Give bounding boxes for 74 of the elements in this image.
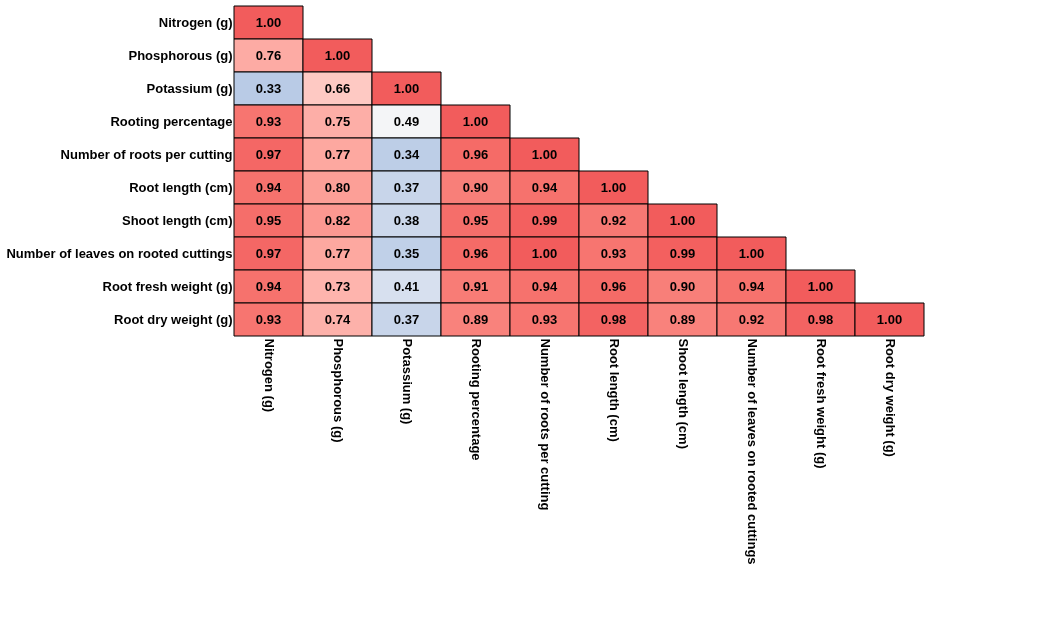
x-tick-label: Shoot length (cm) <box>675 338 691 449</box>
data-label: 0.97 <box>255 245 282 261</box>
x-tick-label: Rooting percentage <box>468 338 484 461</box>
data-label: 0.77 <box>324 146 351 162</box>
data-label: 0.93 <box>255 311 282 327</box>
data-label: 1.00 <box>807 278 834 294</box>
data-label: 0.41 <box>393 278 420 294</box>
data-label: 0.99 <box>669 245 696 261</box>
y-tick-label: Potassium (g) <box>146 80 233 96</box>
data-label: 0.34 <box>393 146 420 162</box>
data-label: 0.33 <box>255 80 282 96</box>
data-label: 0.80 <box>324 179 351 195</box>
x-tick-label: Number of roots per cutting <box>537 338 553 511</box>
y-tick-label: Phosphorous (g) <box>128 47 233 63</box>
y-tick-label: Shoot length (cm) <box>122 212 233 228</box>
data-label: 1.00 <box>531 146 558 162</box>
data-label: 0.66 <box>324 80 351 96</box>
data-label: 1.00 <box>876 311 903 327</box>
x-tick-label: Root length (cm) <box>606 338 622 442</box>
data-label: 0.77 <box>324 245 351 261</box>
data-label: 0.73 <box>324 278 351 294</box>
data-label: 0.89 <box>462 311 489 327</box>
data-label: 0.96 <box>600 278 627 294</box>
data-label: 0.93 <box>255 113 282 129</box>
data-label: 0.75 <box>324 113 351 129</box>
y-tick-label: Number of roots per cutting <box>60 146 233 162</box>
x-tick-label: Number of leaves on rooted cuttings <box>744 338 760 565</box>
data-label: 0.74 <box>324 311 351 327</box>
data-label: 0.37 <box>393 311 420 327</box>
data-label: 1.00 <box>531 245 558 261</box>
data-label: 1.00 <box>738 245 765 261</box>
data-label: 1.00 <box>462 113 489 129</box>
x-tick-label: Phosphorous (g) <box>330 338 346 443</box>
y-tick-label: Number of leaves on rooted cuttings <box>6 245 233 261</box>
data-label: 0.94 <box>531 278 558 294</box>
y-tick-label: Root dry weight (g) <box>114 311 233 327</box>
data-label: 0.37 <box>393 179 420 195</box>
data-label: 0.35 <box>393 245 420 261</box>
data-label: 0.94 <box>255 179 282 195</box>
data-label: 1.00 <box>255 14 282 30</box>
y-tick-label: Root fresh weight (g) <box>102 278 233 294</box>
data-label: 0.94 <box>255 278 282 294</box>
data-label: 0.89 <box>669 311 696 327</box>
data-label: 0.92 <box>600 212 627 228</box>
y-tick-label: Rooting percentage <box>110 113 233 129</box>
y-tick-label: Root length (cm) <box>129 179 233 195</box>
data-label: 0.98 <box>807 311 834 327</box>
data-label: 0.94 <box>738 278 765 294</box>
x-tick-label: Root fresh weight (g) <box>813 338 829 469</box>
data-label: 1.00 <box>669 212 696 228</box>
data-label: 0.90 <box>462 179 489 195</box>
data-label: 0.94 <box>531 179 558 195</box>
y-tick-label: Nitrogen (g) <box>158 14 233 30</box>
data-label: 0.98 <box>600 311 627 327</box>
data-label: 0.76 <box>255 47 282 63</box>
data-label: 0.95 <box>255 212 282 228</box>
data-label: 0.90 <box>669 278 696 294</box>
data-label: 1.00 <box>600 179 627 195</box>
data-label: 0.92 <box>738 311 765 327</box>
data-label: 0.96 <box>462 146 489 162</box>
data-label: 0.93 <box>531 311 558 327</box>
data-label: 1.00 <box>393 80 420 96</box>
data-label: 0.49 <box>393 113 420 129</box>
data-label: 0.95 <box>462 212 489 228</box>
x-tick-label: Potassium (g) <box>399 338 415 425</box>
data-label: 0.93 <box>600 245 627 261</box>
data-label: 1.00 <box>324 47 351 63</box>
data-label: 0.99 <box>531 212 558 228</box>
data-label: 0.96 <box>462 245 489 261</box>
x-tick-label: Root dry weight (g) <box>882 338 898 457</box>
data-label: 0.97 <box>255 146 282 162</box>
data-label: 0.82 <box>324 212 351 228</box>
data-label: 0.91 <box>462 278 489 294</box>
data-label: 0.38 <box>393 212 420 228</box>
